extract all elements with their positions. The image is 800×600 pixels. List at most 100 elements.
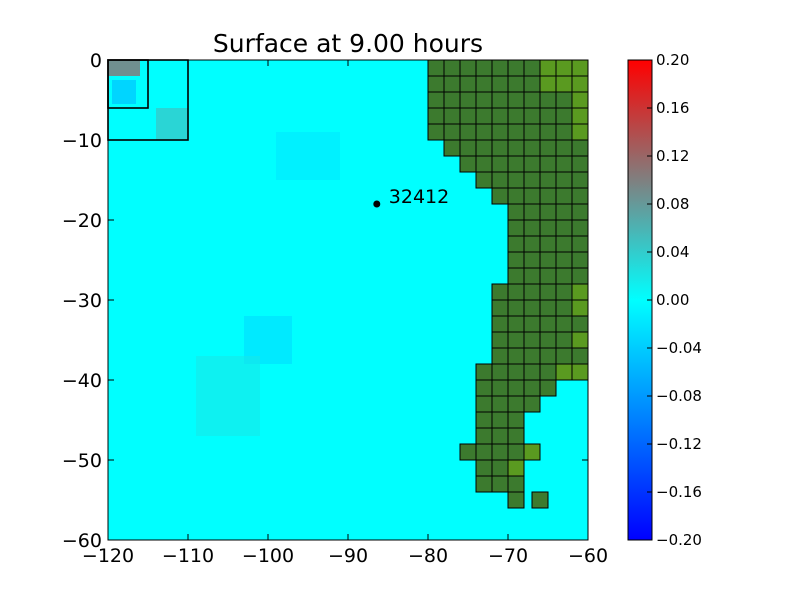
land-cell xyxy=(523,251,541,269)
land-cell xyxy=(523,171,541,189)
land-cell xyxy=(475,427,493,445)
land-cell xyxy=(555,267,573,285)
x-tick-label: −70 xyxy=(488,545,528,567)
x-tick-label: −120 xyxy=(82,545,134,567)
land-cell xyxy=(539,347,557,365)
land-cell xyxy=(507,219,525,237)
land-cell xyxy=(491,363,509,381)
gauge-point xyxy=(373,200,381,208)
x-tick-label: −90 xyxy=(328,545,368,567)
colorbar-tick-label: 0.16 xyxy=(656,99,689,117)
land-cell xyxy=(507,203,525,221)
land-cell xyxy=(523,395,541,413)
colorbar-tick-label: −0.16 xyxy=(656,483,702,501)
land-cell xyxy=(523,443,541,461)
land-cell xyxy=(507,363,525,381)
x-tick-label: −60 xyxy=(568,545,608,567)
land-cell xyxy=(475,91,493,109)
land-cell xyxy=(475,155,493,173)
land-cell xyxy=(491,459,509,477)
land-cell xyxy=(491,395,509,413)
land-cell xyxy=(555,299,573,317)
land-cell xyxy=(571,155,589,173)
land-cell xyxy=(571,139,589,157)
land-cell xyxy=(571,203,589,221)
land-cell xyxy=(539,139,557,157)
land-cell xyxy=(555,347,573,365)
land-cell xyxy=(507,75,525,93)
y-tick-label: −30 xyxy=(62,290,102,312)
land-cell xyxy=(555,363,573,381)
gauge-label: 32412 xyxy=(389,186,449,208)
land-cell xyxy=(555,283,573,301)
land-cell xyxy=(475,363,493,381)
land-cell xyxy=(571,267,589,285)
land-cell xyxy=(507,171,525,189)
colorbar-tick-label: 0.00 xyxy=(656,291,689,309)
land-cell xyxy=(523,123,541,141)
land-cell xyxy=(571,331,589,349)
land-cell xyxy=(459,59,477,77)
land-cell xyxy=(507,331,525,349)
land-cells xyxy=(427,59,589,509)
land-cell xyxy=(523,347,541,365)
land-cell xyxy=(539,251,557,269)
land-cell xyxy=(555,59,573,77)
land-cell xyxy=(539,59,557,77)
land-cell xyxy=(491,427,509,445)
land-cell xyxy=(507,395,525,413)
land-cell xyxy=(507,459,525,477)
land-cell xyxy=(571,123,589,141)
land-cell xyxy=(475,139,493,157)
land-cell xyxy=(523,203,541,221)
surface-feature xyxy=(156,108,188,140)
land-cell xyxy=(443,91,461,109)
land-cell xyxy=(475,107,493,125)
land-cell xyxy=(507,491,525,509)
land-cell xyxy=(555,171,573,189)
land-cell xyxy=(571,75,589,93)
land-cell xyxy=(571,91,589,109)
land-cell xyxy=(539,363,557,381)
land-cell xyxy=(507,379,525,397)
land-cell xyxy=(571,107,589,125)
land-cell xyxy=(443,59,461,77)
land-cell xyxy=(507,91,525,109)
land-cell xyxy=(507,267,525,285)
land-cell xyxy=(459,443,477,461)
land-cell xyxy=(507,251,525,269)
surface-features xyxy=(108,60,340,436)
land-cell xyxy=(571,219,589,237)
land-cell xyxy=(475,411,493,429)
land-cell xyxy=(539,123,557,141)
land-cell xyxy=(523,315,541,333)
land-cell xyxy=(539,91,557,109)
land-cell xyxy=(507,427,525,445)
land-cell xyxy=(555,155,573,173)
chart-title: Surface at 9.00 hours xyxy=(213,29,483,58)
colorbar-tick-label: 0.04 xyxy=(656,243,689,261)
land-cell xyxy=(571,235,589,253)
land-cell xyxy=(491,75,509,93)
land-cell xyxy=(427,123,445,141)
land-cell xyxy=(555,251,573,269)
x-tick-label: −100 xyxy=(242,545,294,567)
land-cell xyxy=(539,299,557,317)
colorbar-tick-label: −0.12 xyxy=(656,435,702,453)
colorbar: 0.20 0.16 0.12 0.08 0.04 0.00 −0.04 −0.08 −0.12 −… xyxy=(627,51,702,549)
land-cell xyxy=(459,123,477,141)
land-cell xyxy=(539,171,557,189)
y-tick-label: −40 xyxy=(62,370,102,392)
land-cell xyxy=(475,171,493,189)
land-cell xyxy=(571,171,589,189)
land-cell xyxy=(555,75,573,93)
land-cell xyxy=(507,139,525,157)
colorbar-tick-label: −0.20 xyxy=(656,531,702,549)
land-cell xyxy=(555,123,573,141)
surface-feature xyxy=(112,80,136,104)
land-cell xyxy=(507,443,525,461)
colorbar-tick-label: −0.04 xyxy=(656,339,702,357)
land-cell xyxy=(491,107,509,125)
plot-area: 32412 xyxy=(107,59,589,541)
land-cell xyxy=(475,75,493,93)
